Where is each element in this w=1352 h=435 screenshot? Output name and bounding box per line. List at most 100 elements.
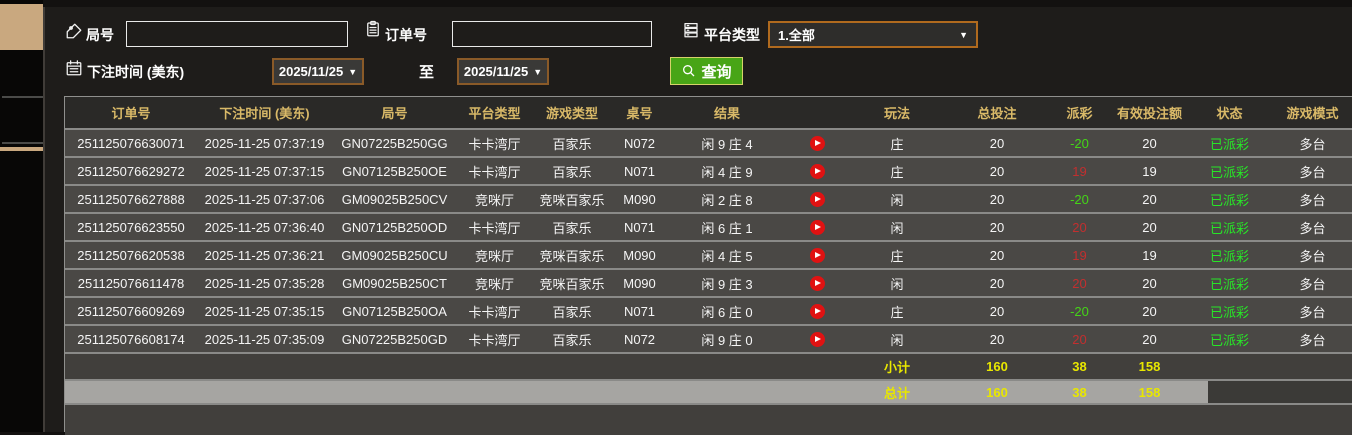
replay-button[interactable] [787, 326, 847, 352]
cell-play-type: 闲 [890, 332, 904, 348]
sidebar-divider [2, 142, 43, 144]
cell-status: 已派彩 [1209, 192, 1249, 208]
cell-valid-bet: 20 [1142, 191, 1157, 207]
cell-bet-time: 2025-11-25 07:35:15 [204, 303, 325, 319]
cell-game-type: 百家乐 [552, 304, 592, 320]
date-from-picker[interactable]: 2025/11/25 ▼ [272, 58, 364, 85]
cell-game-type: 竞咪百家乐 [539, 248, 605, 264]
table-row: 251125076627888 2025-11-25 07:37:06 GM0902… [65, 186, 1352, 214]
header-platform: 平台类型 [468, 106, 521, 121]
platform-select[interactable]: 1.全部 ▼ [768, 21, 978, 48]
cell-bet-time: 2025-11-25 07:36:40 [204, 219, 325, 235]
cell-table-no: M090 [623, 247, 656, 263]
replay-button[interactable] [787, 298, 847, 324]
cell-order: 251125076630071 [77, 135, 185, 151]
cell-valid-bet: 20 [1142, 303, 1157, 319]
date-to-picker[interactable]: 2025/11/25 ▼ [457, 58, 549, 85]
subtotal-valid-bet: 158 [1138, 359, 1161, 374]
cell-result: 闲 9 庄 0 [701, 332, 753, 348]
cell-result: 闲 9 庄 4 [701, 136, 753, 152]
table-row: 251125076608174 2025-11-25 07:35:09 GN0722… [65, 326, 1352, 354]
cell-valid-bet: 19 [1142, 247, 1157, 263]
cell-order: 251125076623550 [77, 219, 185, 235]
date-to-value: 2025/11/25 [463, 64, 529, 79]
cell-total-bet: 20 [989, 191, 1005, 207]
subtotal-payout: 38 [1072, 359, 1087, 374]
order-input[interactable] [452, 21, 652, 47]
replay-button[interactable] [787, 158, 847, 184]
round-input[interactable] [126, 21, 348, 47]
cell-round: GM09025B250CT [342, 275, 447, 291]
cell-bet-time: 2025-11-25 07:37:06 [204, 191, 325, 207]
header-table-no: 桌号 [626, 106, 653, 121]
round-filter-label: 局号 [86, 27, 114, 43]
play-icon [809, 191, 825, 207]
cell-total-bet: 20 [989, 219, 1005, 235]
play-icon [809, 331, 825, 347]
tag-icon [65, 22, 83, 40]
cell-payout: 19 [1072, 163, 1087, 179]
cell-order: 251125076608174 [77, 331, 185, 347]
header-round: 局号 [381, 106, 408, 121]
cell-table-no: N071 [623, 303, 656, 319]
table-row: 251125076620538 2025-11-25 07:36:21 GM0902… [65, 242, 1352, 270]
cell-table-no: N072 [623, 331, 656, 347]
cell-status: 已派彩 [1209, 248, 1249, 264]
subtotal-label: 小计 [883, 360, 910, 375]
cell-payout: 20 [1072, 275, 1087, 291]
cell-total-bet: 20 [989, 331, 1005, 347]
grand-total-label: 总计 [883, 385, 910, 401]
replay-button[interactable] [787, 270, 847, 296]
sidebar-collapse-tab[interactable] [0, 4, 52, 50]
header-order: 订单号 [111, 106, 151, 121]
clipboard-icon [364, 20, 382, 38]
platform-filter-label: 平台类型 [704, 27, 760, 43]
cell-mode: 多台 [1299, 276, 1326, 292]
play-icon [809, 247, 825, 263]
cell-status: 已派彩 [1209, 276, 1249, 292]
chevron-down-icon: ▼ [533, 66, 543, 77]
cell-valid-bet: 20 [1142, 135, 1157, 151]
play-icon [809, 275, 825, 291]
header-status: 状态 [1216, 106, 1243, 121]
replay-button[interactable] [787, 242, 847, 268]
replay-button[interactable] [787, 186, 847, 212]
cell-mode: 多台 [1299, 304, 1326, 320]
cell-mode: 多台 [1299, 248, 1326, 264]
replay-button[interactable] [787, 214, 847, 240]
results-table: 订单号 下注时间 (美东) 局号 平台类型 游戏类型 桌号 结果 玩法 总投注 … [64, 96, 1352, 435]
chevron-down-icon: ▼ [348, 66, 358, 77]
grand-total-row: 总计 160 38 158 [65, 381, 1352, 405]
table-row: 251125076630071 2025-11-25 07:37:19 GN0722… [65, 130, 1352, 158]
search-button[interactable]: 查询 [670, 57, 743, 85]
cell-round: GN07125B250OE [342, 163, 447, 179]
cell-payout: -20 [1070, 135, 1089, 151]
cell-platform: 卡卡湾厅 [468, 136, 521, 152]
cell-valid-bet: 20 [1142, 219, 1157, 235]
cell-mode: 多台 [1299, 220, 1326, 236]
table-empty-area [65, 405, 1352, 435]
cell-bet-time: 2025-11-25 07:36:21 [204, 247, 325, 263]
grand-total-total-bet: 160 [986, 384, 1008, 400]
cell-payout: -20 [1070, 303, 1089, 319]
replay-button[interactable] [787, 130, 847, 156]
subtotal-row: 小计 160 38 158 [65, 354, 1352, 381]
cell-total-bet: 20 [989, 275, 1005, 291]
cell-order: 251125076627888 [77, 191, 185, 207]
table-row: 251125076609269 2025-11-25 07:35:15 GN0712… [65, 298, 1352, 326]
cell-platform: 竞咪厅 [474, 192, 514, 208]
cell-play-type: 庄 [890, 248, 904, 264]
cell-bet-time: 2025-11-25 07:37:19 [204, 135, 325, 151]
cell-platform: 卡卡湾厅 [468, 220, 521, 236]
cell-table-no: N071 [623, 163, 656, 179]
sidebar-tab-edge [0, 147, 43, 151]
header-play-type: 玩法 [883, 106, 910, 121]
platform-list-icon [682, 21, 700, 39]
table-row: 251125076611478 2025-11-25 07:35:28 GM0902… [65, 270, 1352, 298]
cell-round: GM09025B250CV [341, 191, 448, 207]
header-valid-bet: 有效投注额 [1116, 106, 1182, 121]
cell-play-type: 庄 [890, 304, 904, 320]
cell-platform: 卡卡湾厅 [468, 304, 521, 320]
cell-status: 已派彩 [1209, 136, 1249, 152]
cell-payout: -20 [1070, 191, 1089, 207]
